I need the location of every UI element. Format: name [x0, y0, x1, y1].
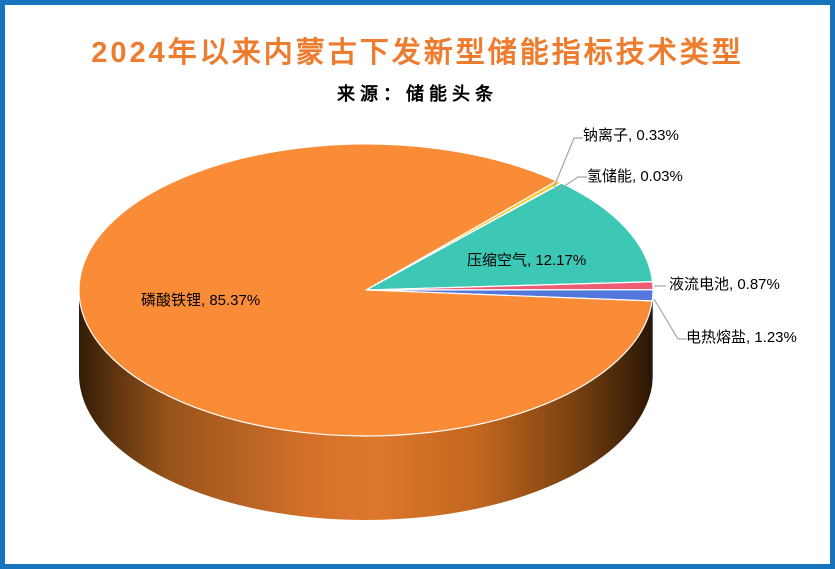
slice-label-molten-salt: 电热熔盐, 1.23%: [686, 329, 797, 346]
molten-leader-line: [653, 298, 687, 340]
slice-label-flow-battery: 液流电池, 0.87%: [669, 276, 780, 293]
hydrogen-leader-line: [556, 176, 587, 192]
chart-source: 来源：储能头条: [337, 84, 498, 104]
pie-slice-磷酸铁锂: [78, 143, 653, 437]
pie-slice-压缩空气: [365, 182, 654, 291]
slice-label-sodium-ion: 钠离子, 0.33%: [583, 127, 679, 144]
pie-3d-chart: [78, 137, 687, 521]
slice-label-lfp: 磷酸铁锂, 85.37%: [141, 292, 261, 309]
slice-label-hydrogen: 氢储能, 0.03%: [587, 168, 683, 185]
pie-wall-磷酸铁锂: [78, 290, 653, 521]
slice-label-compressed-air: 压缩空气, 12.17%: [467, 252, 587, 269]
pie-wall-电热熔盐: [652, 290, 654, 385]
chart-header: 2024年以来内蒙古下发新型储能指标技术类型 来源：储能头条: [5, 5, 830, 106]
chart-title: 2024年以来内蒙古下发新型储能指标技术类型: [91, 37, 744, 69]
sodium-leader-line: [553, 137, 583, 188]
